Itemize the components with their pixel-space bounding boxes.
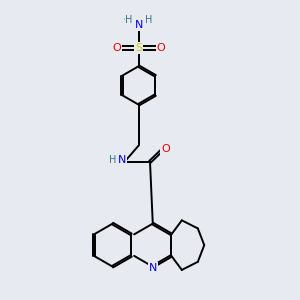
Text: H: H xyxy=(125,15,133,25)
Text: O: O xyxy=(112,43,121,53)
Text: N: N xyxy=(148,263,157,273)
Text: S: S xyxy=(135,43,142,53)
Text: O: O xyxy=(161,144,170,154)
Text: O: O xyxy=(157,43,165,53)
Text: N: N xyxy=(118,155,127,165)
Text: H: H xyxy=(109,155,116,165)
Text: H: H xyxy=(145,15,152,25)
Text: N: N xyxy=(135,20,143,30)
